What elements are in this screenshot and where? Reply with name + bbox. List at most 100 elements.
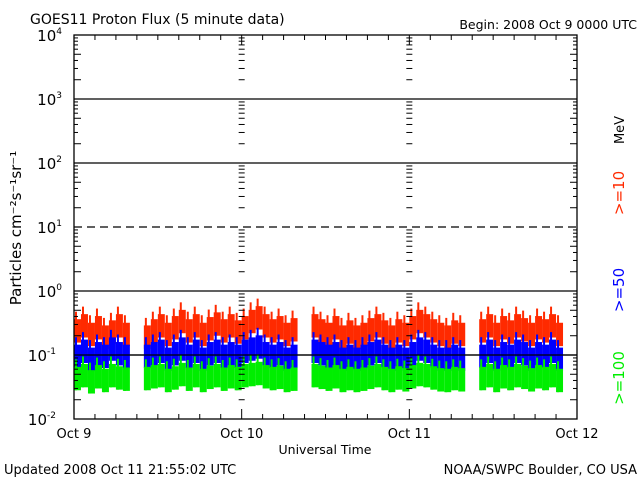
data-band	[360, 344, 368, 369]
data-band	[213, 363, 221, 388]
axes	[73, 34, 578, 420]
data-band	[164, 322, 172, 347]
data-band	[528, 347, 536, 371]
data-band	[255, 306, 263, 330]
data-band	[74, 319, 81, 343]
data-band	[115, 366, 123, 390]
data-band	[339, 347, 347, 371]
data-band	[339, 368, 347, 393]
data-band	[500, 342, 508, 366]
legend-entry: >=10	[610, 171, 628, 215]
data-band	[521, 365, 529, 390]
x-tick-label: Oct 10	[220, 427, 263, 442]
data-band	[528, 368, 536, 392]
data-band	[220, 367, 228, 391]
data-band	[521, 318, 529, 342]
data-band	[122, 322, 130, 347]
data-band	[325, 344, 333, 369]
data-band	[549, 339, 557, 363]
data-band	[157, 363, 165, 388]
data-band	[318, 365, 326, 390]
data-band	[346, 320, 354, 344]
data-band	[332, 316, 340, 340]
data-band	[318, 342, 326, 366]
data-band	[101, 368, 109, 393]
data-band	[206, 317, 214, 341]
data-band	[444, 347, 452, 371]
data-band	[150, 365, 158, 389]
plot-frame	[73, 34, 578, 420]
x-tick-label: Oct 9	[57, 427, 92, 442]
data-band	[241, 316, 249, 340]
data-band	[115, 342, 123, 366]
data-band	[171, 366, 179, 390]
data-band	[458, 322, 466, 347]
data-band	[409, 365, 417, 389]
data-band	[94, 316, 102, 340]
data-band	[192, 339, 200, 363]
data-band	[444, 325, 452, 349]
data-band	[206, 342, 214, 366]
data-band	[437, 368, 445, 392]
data-band	[262, 365, 270, 389]
y-tick-label: 103	[37, 91, 62, 109]
data-band	[101, 344, 109, 369]
data-band	[108, 363, 116, 388]
data-band	[374, 314, 382, 338]
data-band	[234, 320, 242, 344]
updated-label: Updated 2008 Oct 11 21:55:02 UTC	[4, 463, 236, 478]
data-band	[402, 368, 410, 392]
data-band	[381, 344, 389, 369]
data-band	[283, 368, 291, 393]
data-band	[402, 322, 410, 347]
data-band	[486, 314, 494, 338]
data-band	[542, 366, 550, 391]
data-band	[234, 366, 242, 391]
data-band	[178, 362, 186, 387]
source-label: NOAA/SWPC Boulder, CO USA	[444, 463, 637, 478]
data-band	[451, 366, 459, 391]
data-band	[122, 344, 130, 369]
data-band	[199, 322, 207, 347]
data-band	[514, 314, 522, 338]
data-band	[87, 347, 95, 371]
data-band	[290, 367, 298, 391]
data-band	[171, 342, 179, 366]
data-band	[360, 367, 368, 391]
data-band	[402, 347, 410, 371]
data-band	[374, 339, 382, 363]
data-band	[276, 316, 284, 340]
data-band	[556, 322, 564, 347]
data-band	[458, 347, 466, 371]
data-band	[122, 367, 130, 391]
data-band	[150, 342, 158, 366]
data-band	[213, 339, 221, 363]
data-band	[381, 366, 389, 391]
data-band	[486, 363, 494, 388]
data-band	[311, 363, 319, 388]
data-band	[255, 335, 263, 359]
data-band	[74, 366, 81, 391]
legend: >=10 >=50 >=100	[610, 171, 628, 405]
data-band	[346, 366, 354, 391]
y-tick-labels: 104 103 102 101 100 10-1 10-2	[28, 27, 62, 429]
data-band	[290, 344, 298, 369]
data-band	[80, 339, 88, 363]
data-band	[108, 320, 116, 344]
data-band	[332, 342, 340, 366]
data-band	[514, 339, 522, 363]
data-band	[451, 344, 459, 369]
series->=100	[74, 354, 564, 394]
data-band	[283, 347, 291, 371]
data-band	[178, 337, 186, 361]
data-band	[143, 325, 151, 349]
data-band	[290, 318, 298, 342]
data-band	[423, 339, 431, 363]
data-band	[458, 368, 466, 392]
unit-label: MeV	[613, 116, 628, 144]
data-band	[367, 318, 375, 342]
data-band	[94, 365, 102, 389]
data-band	[108, 337, 116, 361]
data-band	[213, 312, 221, 336]
data-band	[416, 337, 424, 361]
